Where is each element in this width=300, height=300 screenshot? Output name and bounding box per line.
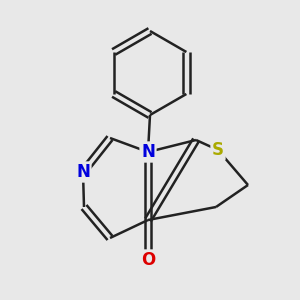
Text: N: N [141, 143, 155, 161]
Text: O: O [141, 251, 155, 269]
Text: N: N [76, 163, 90, 181]
Text: S: S [212, 141, 224, 159]
